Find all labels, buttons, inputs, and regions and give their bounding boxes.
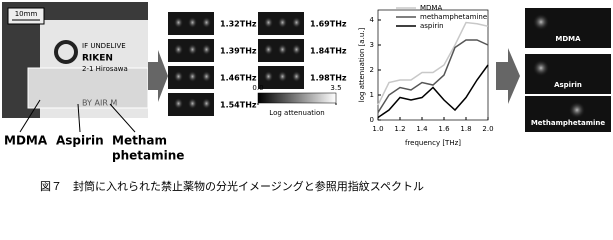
photo-label: Aspirin: [56, 134, 104, 148]
result-spot: [533, 60, 549, 76]
thz-label: 1.84THz: [310, 47, 347, 56]
y-tick-label: 1: [370, 91, 374, 99]
thz-label: 1.39THz: [220, 47, 257, 56]
result-label: MDMA: [555, 35, 581, 43]
series-line: [377, 39, 489, 113]
result-label: Aspirin: [554, 81, 582, 89]
sample-spot: [174, 98, 183, 109]
legend-label: MDMA: [420, 4, 442, 12]
sample-spot: [278, 44, 287, 55]
sample-spot: [202, 44, 211, 55]
x-tick-label: 1.2: [394, 125, 405, 133]
pointer: [19, 99, 41, 133]
caption: 図７ 封筒に入れられた禁止薬物の分光イメージングと参照用指紋スペクトル: [40, 179, 424, 193]
pointer: [109, 103, 136, 133]
scale-text: 10mm: [15, 10, 38, 18]
logo: [54, 40, 78, 64]
series-line: [377, 21, 489, 106]
sample-region: [27, 67, 149, 109]
result-spot: [533, 14, 549, 30]
result-spot: [569, 102, 585, 118]
sample-spot: [278, 71, 287, 82]
thz-label: 1.32THz: [220, 20, 257, 29]
colorbar-tick-label: 3.5: [330, 84, 341, 92]
sample-spot: [292, 71, 301, 82]
arrow: [148, 50, 168, 102]
photo-label: MDMA: [4, 134, 48, 148]
sample-spot: [292, 17, 301, 28]
sample-spot: [278, 17, 287, 28]
sample-spot: [188, 44, 197, 55]
legend-label: aspirin: [420, 22, 444, 30]
series-line: [377, 64, 489, 119]
y-tick-label: 3: [370, 41, 374, 49]
photo-label: Metham: [112, 134, 167, 148]
sample-spot: [174, 17, 183, 28]
thz-label: 1.98THz: [310, 74, 347, 83]
x-tick-label: 1.4: [416, 125, 428, 133]
y-tick-label: 0: [370, 116, 374, 124]
sample-spot: [174, 44, 183, 55]
sample-spot: [188, 17, 197, 28]
thz-label: 1.69THz: [310, 20, 347, 29]
y-axis-label: log attenuation [a.u.]: [358, 28, 366, 103]
colorbar-label: Log attenuation: [269, 109, 324, 117]
x-axis-label: frequency [THz]: [405, 139, 461, 147]
colorbar-tick-label: 0.0: [252, 84, 263, 92]
x-tick-label: 1.8: [460, 125, 471, 133]
sample-spot: [188, 98, 197, 109]
photo-text: RIKEN: [82, 54, 113, 64]
sample-spot: [292, 44, 301, 55]
sample-spot: [188, 71, 197, 82]
photo-text: BY AIR M: [82, 99, 117, 108]
result-label: Methamphetamine: [531, 119, 606, 127]
x-tick-label: 2.0: [482, 125, 493, 133]
photo-text: 2-1 Hirosawa: [82, 65, 128, 73]
x-tick-label: 1.6: [438, 125, 450, 133]
sample-spot: [174, 71, 183, 82]
sample-spot: [202, 17, 211, 28]
arrow: [496, 48, 520, 104]
result-image: [525, 96, 611, 132]
y-tick-label: 2: [370, 66, 374, 74]
figure: 10mm IF UNDELIVE RIKEN 2-1 Hirosawa BY A…: [2, 2, 611, 193]
colorbar: [257, 92, 337, 104]
sample-spot: [264, 44, 273, 55]
sample-spot: [202, 98, 211, 109]
photo-text: IF UNDELIVE: [82, 42, 126, 50]
sample-spot: [264, 71, 273, 82]
sample-spot: [264, 17, 273, 28]
photo-label: phetamine: [112, 149, 184, 163]
y-tick-label: 4: [370, 16, 375, 24]
legend-label: methamphetamine: [420, 13, 487, 21]
pointer: [77, 103, 81, 133]
sample-spot: [202, 71, 211, 82]
thz-label: 1.54THz: [220, 101, 257, 110]
thz-label: 1.46THz: [220, 74, 257, 83]
x-tick-label: 1.0: [372, 125, 383, 133]
